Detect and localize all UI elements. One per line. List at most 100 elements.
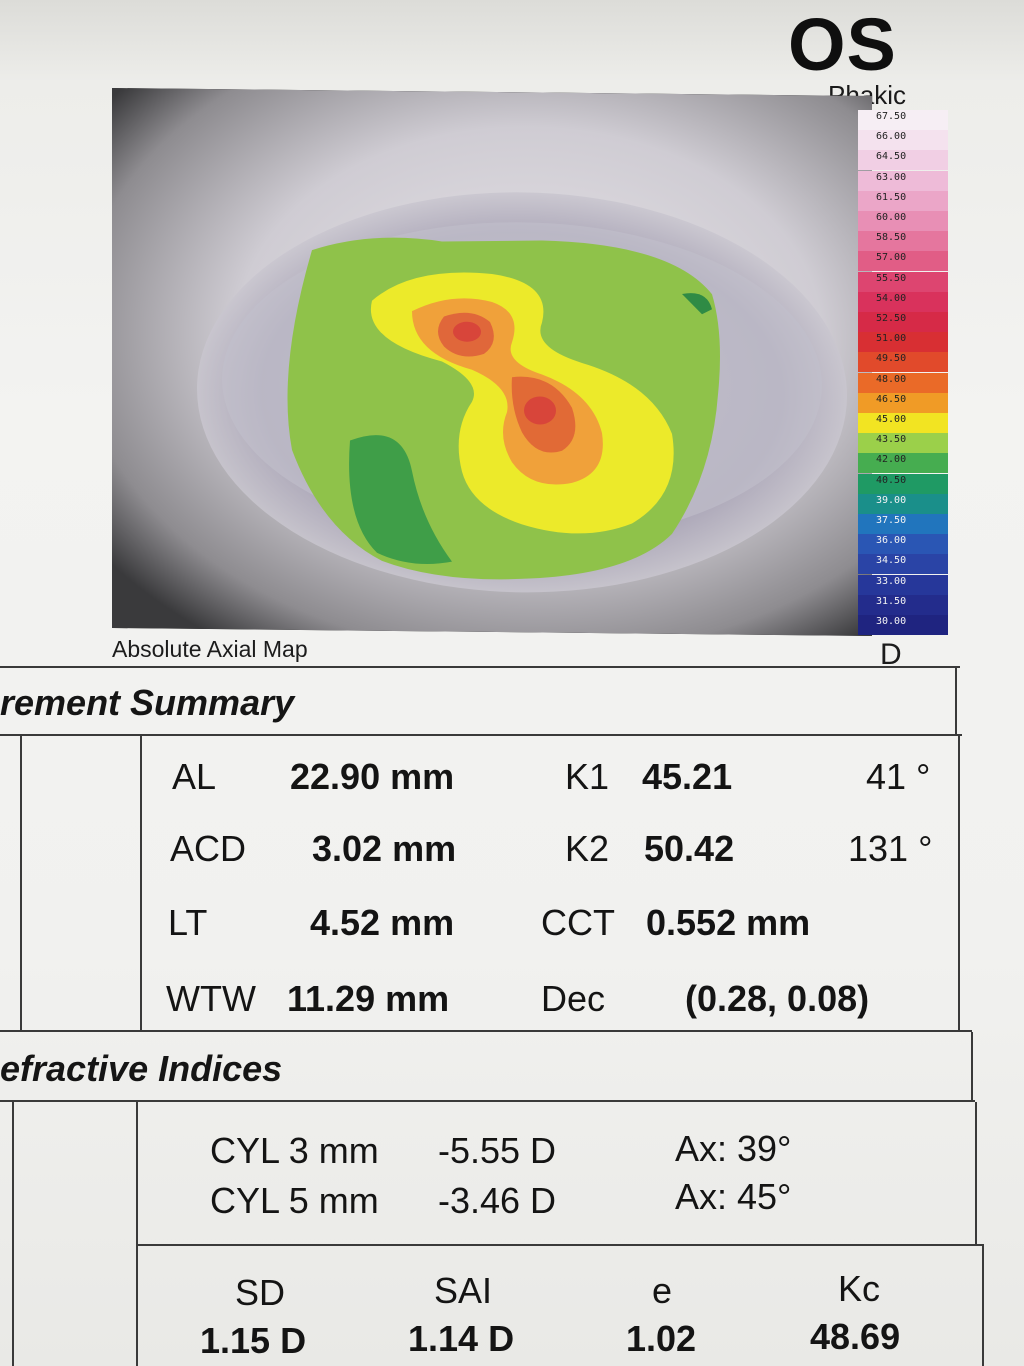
scale-label: 66.00 (876, 131, 907, 143)
scale-entry: 51.00 (858, 332, 948, 353)
acd-value: 3.02 mm (312, 828, 457, 869)
wtw-label: WTW (166, 978, 256, 1019)
scale-entry: 61.50 (858, 190, 948, 211)
k1-axis: 41 ° (866, 756, 931, 797)
al-value: 22.90 mm (290, 756, 455, 797)
refractive-header-right-rule (971, 1032, 973, 1102)
k2-axis: 131 ° (848, 828, 933, 869)
scale-label: 67.50 (876, 111, 907, 122)
scale-entry: 30.00 (858, 615, 948, 635)
wtw-value: 11.29 mm (287, 978, 450, 1019)
cyl3-label: CYL 3 mm (210, 1130, 379, 1171)
scale-label: 45.00 (876, 414, 907, 425)
refractive-inner-left-rule (136, 1102, 138, 1366)
dec-value: (0.28, 0.08) (685, 978, 870, 1019)
color-scale: 67.50 66.00 64.50 63.00 61.50 60.00 58.50 57.00… (858, 110, 950, 636)
sai-label: SAI (434, 1270, 493, 1311)
k2-label: K2 (565, 828, 610, 869)
summary-header-rule (0, 734, 962, 736)
summary-header-right-rule (955, 668, 957, 734)
cyl3-value: -5.55 D (438, 1130, 557, 1171)
cct-value: 0.552 mm (646, 902, 811, 943)
scale-entry: 34.50 (858, 554, 948, 575)
indices-right-rule (982, 1246, 984, 1366)
scale-entry: 64.50 (858, 150, 948, 171)
scale-label: 64.50 (876, 151, 907, 163)
e-label: e (652, 1270, 673, 1311)
e-value: 1.02 (626, 1318, 697, 1359)
summary-outer-left-rule (20, 736, 22, 1032)
map-units: D (880, 638, 902, 671)
al-label: AL (172, 756, 217, 797)
lt-label: LT (168, 902, 208, 943)
scale-label: 60.00 (876, 212, 907, 223)
measurement-summary-title: rement Summary (0, 682, 295, 723)
refractive-mid-rule (138, 1244, 984, 1246)
scale-label: 43.50 (876, 434, 907, 446)
scale-entry: 33.00 (858, 574, 948, 595)
scale-label: 58.50 (876, 232, 907, 244)
scale-entry: 60.00 (858, 211, 948, 231)
scale-label: 39.00 (876, 494, 907, 506)
dec-label: Dec (541, 978, 606, 1019)
scale-label: 40.50 (876, 474, 907, 486)
scale-entry: 39.00 (858, 493, 948, 514)
refractive-indices-title: efractive Indices (0, 1048, 283, 1089)
summary-inner-left-rule (140, 736, 142, 1032)
cyl3-axis: Ax: 39° (675, 1128, 792, 1169)
kc-value: 48.69 (810, 1316, 901, 1357)
scale-label: 33.00 (876, 575, 907, 587)
kc-label: Kc (838, 1268, 881, 1309)
axial-map-image (112, 88, 872, 636)
scale-label: 55.50 (876, 272, 907, 284)
table-top-rule (0, 666, 960, 668)
cct-label: CCT (541, 902, 615, 943)
scale-entry: 49.50 (858, 352, 948, 373)
sai-value: 1.14 D (408, 1318, 515, 1359)
k1-label: K1 (565, 756, 610, 797)
scale-entry: 43.50 (858, 433, 948, 454)
scale-entry: 67.50 (858, 110, 948, 130)
scale-label: 34.50 (876, 555, 907, 567)
summary-bottom-rule (0, 1030, 972, 1032)
scale-entry: 66.00 (858, 130, 948, 151)
refractive-header-rule (0, 1100, 975, 1102)
refractive-right-rule (975, 1102, 977, 1246)
scale-entry: 54.00 (858, 291, 948, 312)
refractive-outer-left-rule (12, 1102, 14, 1366)
scale-label: 61.50 (876, 191, 907, 203)
k1-value: 45.21 (642, 756, 733, 797)
scale-entry: 58.50 (858, 231, 948, 252)
scale-entry: 57.00 (858, 251, 948, 272)
scale-entry: 37.50 (858, 514, 948, 534)
scale-label: 49.50 (876, 353, 907, 365)
map-caption: Absolute Axial Map (112, 636, 308, 662)
cyl5-label: CYL 5 mm (210, 1180, 379, 1221)
scale-entry: 63.00 (858, 170, 948, 191)
scale-label: 36.00 (876, 535, 907, 547)
scale-label: 31.50 (876, 595, 907, 607)
summary-right-rule (958, 736, 960, 1032)
lt-value: 4.52 mm (310, 902, 455, 943)
cyl5-value: -3.46 D (438, 1180, 557, 1221)
scale-entry: 40.50 (858, 473, 948, 494)
scale-label: 42.00 (876, 454, 907, 466)
acd-label: ACD (170, 828, 247, 869)
scale-entry: 48.00 (858, 372, 948, 393)
scale-entry: 45.00 (858, 413, 948, 433)
scale-label: 30.00 (876, 616, 907, 627)
scale-entry: 42.00 (858, 453, 948, 474)
scale-entry: 52.50 (858, 312, 948, 332)
scale-label: 46.50 (876, 393, 907, 405)
scale-label: 37.50 (876, 515, 907, 526)
sd-value: 1.15 D (200, 1320, 307, 1361)
scale-label: 48.00 (876, 373, 907, 385)
cyl5-axis: Ax: 45° (675, 1176, 792, 1217)
scale-entry: 55.50 (858, 271, 948, 292)
scale-entry: 31.50 (858, 594, 948, 615)
scale-entry: 46.50 (858, 392, 948, 413)
scale-label: 63.00 (876, 171, 907, 183)
scale-label: 51.00 (876, 333, 907, 345)
eye-label: OS (788, 3, 897, 86)
